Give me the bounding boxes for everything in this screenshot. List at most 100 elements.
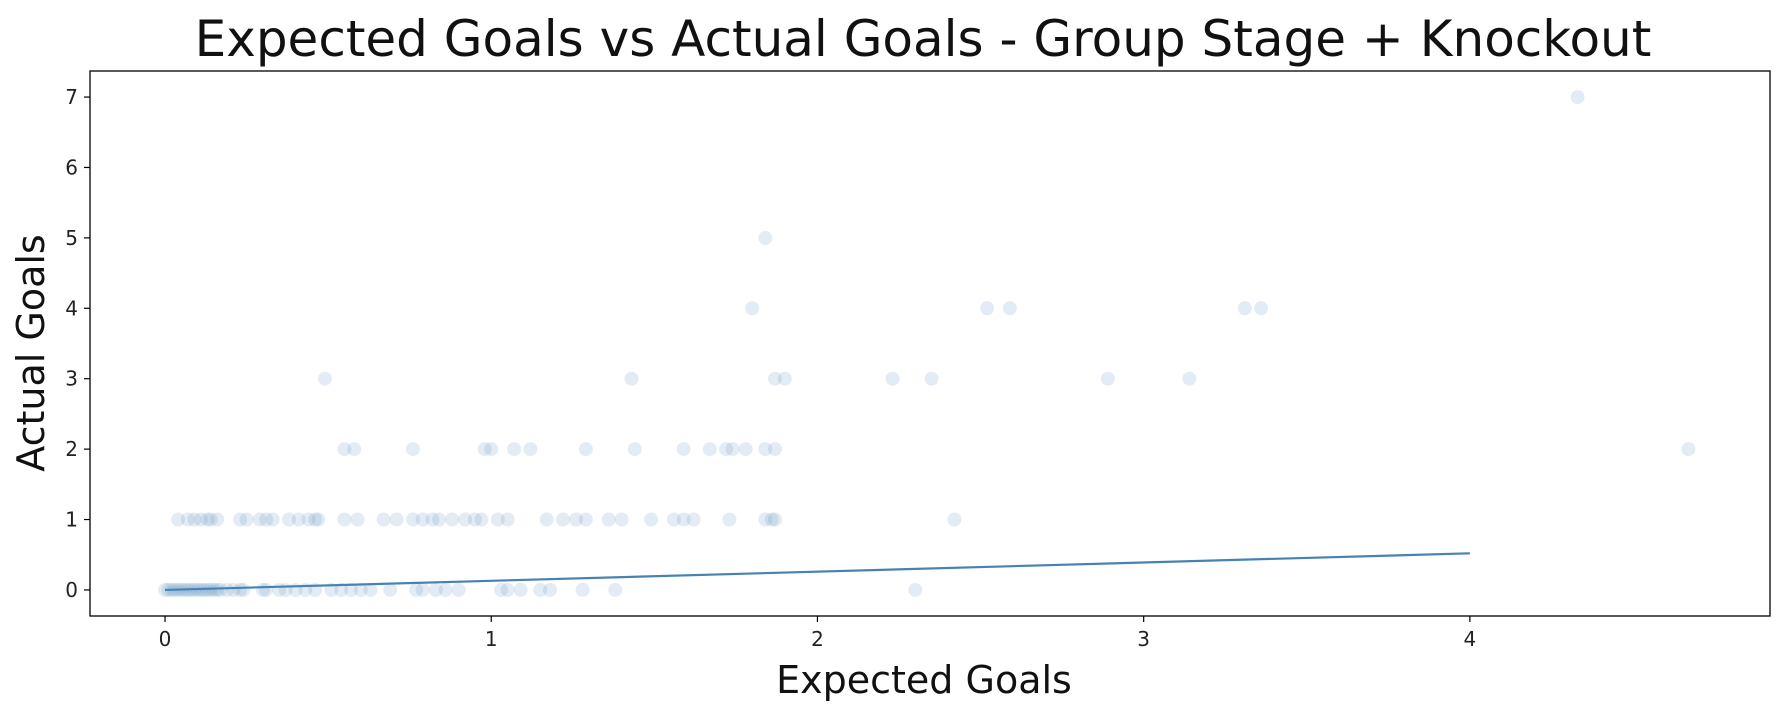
data-point: [477, 442, 492, 457]
data-point: [317, 371, 332, 386]
data-point: [777, 371, 792, 386]
data-point: [239, 512, 254, 527]
y-tick-label: 4: [65, 296, 78, 320]
data-point: [334, 582, 349, 597]
data-point: [213, 582, 228, 597]
data-point: [311, 512, 326, 527]
chart-title: Expected Goals vs Actual Goals - Group S…: [195, 10, 1652, 68]
data-point: [556, 512, 570, 527]
data-point: [363, 582, 378, 597]
data-point: [885, 371, 900, 386]
y-tick-label: 5: [65, 226, 78, 250]
x-tick-label: 4: [1464, 627, 1477, 651]
data-point: [644, 512, 659, 527]
data-point: [180, 512, 195, 527]
y-axis-label: Actual Goals: [9, 234, 53, 471]
data-point: [376, 512, 391, 527]
data-point: [301, 512, 316, 527]
data-point: [207, 582, 221, 597]
data-point: [601, 512, 616, 527]
data-point: [171, 512, 186, 527]
x-axis: 0 1 2 3 4: [159, 616, 1477, 651]
data-point: [614, 512, 629, 527]
data-point: [210, 582, 225, 597]
data-point: [220, 582, 234, 597]
data-point: [624, 371, 639, 386]
data-point: [908, 582, 923, 597]
data-point: [350, 512, 365, 527]
data-point: [1100, 371, 1115, 386]
data-point: [494, 582, 508, 597]
data-point: [226, 582, 241, 597]
data-point: [490, 512, 505, 527]
data-point: [187, 512, 202, 527]
plot-frame: [89, 70, 1771, 617]
data-point: [738, 442, 753, 457]
data-point: [236, 582, 251, 597]
data-point: [924, 371, 939, 386]
y-tick-label: 1: [65, 508, 78, 532]
data-point: [676, 512, 691, 527]
data-point: [722, 512, 737, 527]
y-tick-label: 7: [65, 85, 78, 109]
data-point: [474, 512, 489, 527]
x-tick-label: 3: [1137, 627, 1150, 651]
data-point: [432, 512, 446, 527]
data-point: [980, 301, 995, 316]
data-point: [467, 512, 482, 527]
data-point: [500, 512, 515, 527]
data-point: [259, 512, 274, 527]
data-point: [745, 301, 760, 316]
data-point: [200, 582, 215, 597]
data-point: [233, 582, 248, 597]
data-point: [415, 512, 430, 527]
data-point: [500, 582, 515, 597]
data-point: [484, 442, 499, 457]
data-point: [200, 512, 215, 527]
data-point: [758, 512, 773, 527]
data-point: [627, 442, 642, 457]
trend-line: [164, 552, 1470, 592]
data-point: [507, 442, 522, 457]
data-point: [282, 512, 296, 527]
data-point: [406, 442, 420, 457]
data-point: [451, 582, 466, 597]
data-point: [428, 582, 443, 597]
x-tick-label: 2: [811, 627, 824, 651]
x-tick-label: 1: [485, 627, 498, 651]
data-point: [1237, 301, 1252, 316]
data-point: [415, 582, 430, 597]
trendline-layer: [164, 552, 1470, 592]
data-point: [702, 442, 717, 457]
data-point: [758, 230, 773, 245]
data-point: [389, 512, 404, 527]
data-point: [1570, 90, 1585, 105]
data-point: [1002, 301, 1017, 316]
data-point: [539, 512, 554, 527]
data-point: [768, 512, 782, 527]
data-point: [533, 582, 548, 597]
data-point: [543, 582, 557, 597]
data-point: [666, 512, 681, 527]
y-tick-label: 0: [65, 578, 78, 602]
x-axis-label: Expected Goals: [776, 658, 1072, 702]
data-point: [686, 512, 701, 527]
data-point: [259, 582, 274, 597]
data-point: [233, 512, 248, 527]
data-point: [353, 582, 368, 597]
points-layer: [158, 90, 1696, 597]
data-point: [337, 512, 352, 527]
data-point: [764, 512, 779, 527]
data-point: [608, 582, 623, 597]
data-point: [406, 512, 420, 527]
data-point: [438, 582, 453, 597]
data-point: [291, 512, 306, 527]
data-point: [193, 512, 208, 527]
data-point: [1182, 371, 1197, 386]
data-point: [203, 582, 218, 597]
data-point: [578, 442, 593, 457]
data-point: [445, 512, 460, 527]
data-point: [1681, 442, 1696, 457]
data-point: [513, 582, 528, 597]
data-point: [768, 371, 782, 386]
